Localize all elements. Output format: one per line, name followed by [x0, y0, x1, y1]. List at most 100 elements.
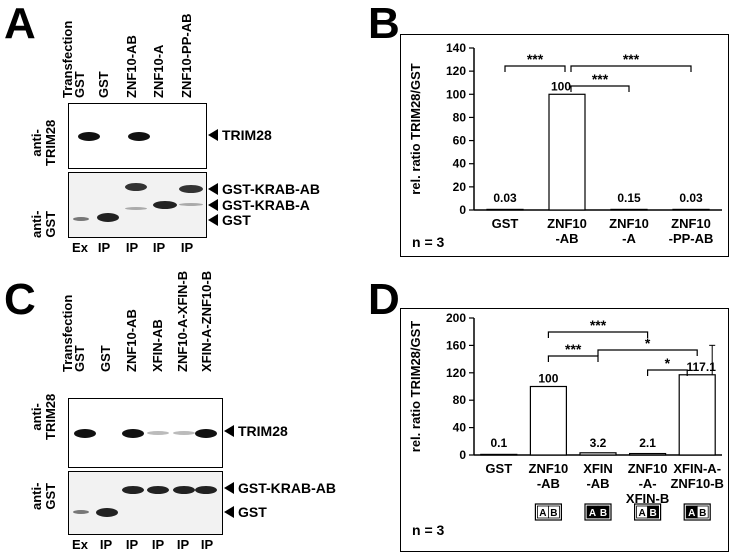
significance-label: ***: [565, 341, 582, 357]
bar: [610, 208, 648, 211]
data-label: 100: [538, 372, 558, 386]
significance-label: *: [645, 335, 651, 351]
significance-label: ***: [592, 71, 609, 87]
significance-label: ***: [590, 317, 607, 333]
x-tick-label: -AB: [537, 476, 560, 491]
lane-label: ZNF10-PP-AB: [179, 13, 194, 98]
lane-bottom-label: IP: [125, 240, 139, 255]
significance-bracket: [597, 349, 698, 356]
blot-label-anti-trim28-c: anti- TRIM28: [29, 393, 58, 440]
y-tick-label: 40: [453, 157, 467, 171]
arrow-label-gst-a: GST: [208, 212, 251, 228]
y-axis-title: rel. ratio TRIM28/GST: [408, 321, 423, 453]
significance-label: ***: [623, 51, 640, 67]
y-tick-label: 40: [453, 421, 467, 435]
lane-bottom-label: IP: [180, 240, 194, 255]
bar: [529, 385, 567, 456]
x-tick-label: XFIN-A-: [673, 461, 721, 476]
blot-trim28-c: [68, 398, 223, 468]
lane-bottom-label: IP: [151, 537, 165, 552]
lane-bottom-label: Ex: [72, 537, 88, 552]
blot-label-anti-gst-a: anti- GST: [29, 210, 58, 238]
bar-chart-b: 0 20 40 60 80 100 120 140 rel. ratio TRIM28/GST 0…: [408, 41, 722, 246]
data-label: 3.2: [590, 436, 607, 450]
y-tick-label: 20: [453, 180, 467, 194]
panel-letter-a: A: [4, 0, 36, 48]
y-tick-label: 120: [446, 366, 466, 380]
bar: [486, 208, 524, 211]
x-tick-label: -PP-AB: [669, 231, 714, 246]
lane-label: GST: [72, 345, 87, 372]
domain-segment: [597, 505, 610, 519]
data-label: 0.15: [617, 191, 641, 205]
bar: [579, 452, 617, 456]
arrow-label-gst-krab-ab-c: GST-KRAB-AB: [224, 480, 336, 496]
blot-gst-c: [68, 471, 223, 535]
y-tick-label: 100: [446, 87, 466, 101]
x-tick-label: ZNF10: [547, 216, 587, 231]
domain-letter: A: [539, 508, 546, 519]
significance-bracket: [547, 355, 599, 362]
significance-bracket: [570, 85, 630, 92]
arrow-label-gst-krab-a-a: GST-KRAB-A: [208, 197, 310, 213]
domain-segment: [696, 505, 709, 519]
bar: [672, 208, 710, 211]
data-label: 0.03: [679, 191, 703, 205]
x-tick-label: XFIN-B: [626, 491, 669, 506]
blot-trim28-a: [68, 103, 207, 169]
lane-label: GST: [98, 345, 113, 372]
x-tick-label: GST: [492, 216, 519, 231]
lane-bottom-label: IP: [99, 537, 113, 552]
domain-segment: [547, 505, 560, 519]
blot-label-anti-gst-c: anti- GST: [29, 482, 58, 510]
arrow-label-trim28-a: TRIM28: [208, 127, 272, 143]
panel-letter-d: D: [368, 275, 400, 324]
x-tick-label: -AB: [555, 231, 578, 246]
domain-letter: B: [600, 508, 607, 519]
domain-letter: A: [688, 508, 695, 519]
x-tick-label: ZNF10: [671, 216, 711, 231]
lane-bottom-label: IP: [97, 240, 111, 255]
x-tick-label: ZNF10: [609, 216, 649, 231]
data-label: 117.1: [687, 360, 717, 374]
y-tick-label: 0: [459, 203, 466, 217]
y-tick-label: 80: [453, 110, 467, 124]
arrow-label-trim28-c: TRIM28: [224, 423, 288, 439]
panel-letter-b: B: [368, 0, 400, 48]
lane-bottom-label: IP: [200, 537, 214, 552]
x-tick-label: -AB: [586, 476, 609, 491]
y-tick-label: 200: [446, 311, 466, 325]
domain-segment: [647, 505, 660, 519]
domain-letter: B: [649, 508, 656, 519]
significance-label: ***: [527, 51, 544, 67]
lane-label: ZNF10-AB: [124, 309, 139, 372]
x-tick-label: GST: [485, 461, 512, 476]
lane-label: ZNF10-AB: [124, 35, 139, 98]
y-axis-title: rel. ratio TRIM28/GST: [408, 63, 423, 195]
bar: [678, 374, 716, 456]
x-tick-label: ZNF10: [529, 461, 569, 476]
x-tick-label: -A-: [639, 476, 657, 491]
n-label-b: n = 3: [412, 234, 445, 250]
lane-bottom-label: IP: [152, 240, 166, 255]
panel-letter-c: C: [4, 275, 36, 324]
y-tick-label: 80: [453, 393, 467, 407]
y-tick-label: 120: [446, 64, 466, 78]
arrow-label-gst-c: GST: [224, 504, 267, 520]
lane-bottom-label: Ex: [72, 240, 88, 255]
bar-chart-d: 0 40 80 120 160 200 rel. ratio TRIM28/GST 0.1 10…: [408, 311, 724, 521]
significance-bracket: [647, 369, 688, 376]
x-tick-label: -A: [622, 231, 636, 246]
arrow-label-gst-krab-ab-a: GST-KRAB-AB: [208, 181, 320, 197]
bar: [480, 453, 518, 456]
y-tick-label: 0: [459, 448, 466, 462]
blot-gst-a: [68, 172, 207, 238]
significance-label: *: [665, 355, 671, 371]
significance-bracket: [547, 331, 649, 338]
lane-bottom-label: IP: [176, 537, 190, 552]
lane-bottom-label: IP: [125, 537, 139, 552]
significance-bracket: [504, 65, 566, 72]
x-tick-label: XFIN: [583, 461, 613, 476]
domain-letter: A: [589, 508, 596, 519]
data-label: 0.03: [493, 191, 517, 205]
